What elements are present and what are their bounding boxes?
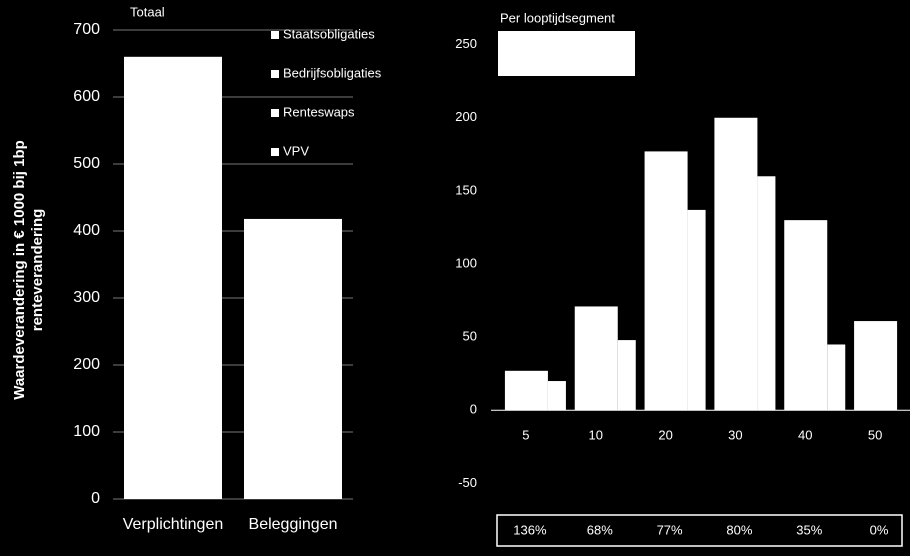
bar bbox=[617, 340, 636, 411]
y-tick-label: 0 bbox=[470, 402, 477, 417]
legend-swatch bbox=[271, 31, 279, 39]
bar bbox=[784, 220, 828, 411]
x-tick-label: Verplichtingen bbox=[123, 516, 224, 533]
bar bbox=[504, 370, 548, 411]
legend-label: Staatsobligaties bbox=[283, 26, 375, 41]
bar bbox=[547, 381, 566, 411]
y-tick-label: -50 bbox=[458, 475, 477, 490]
x-tick-label: Beleggingen bbox=[249, 516, 338, 533]
bar bbox=[854, 321, 898, 411]
y-tick-label: 500 bbox=[73, 155, 100, 172]
bar bbox=[827, 344, 846, 411]
y-axis-label: renteverandering bbox=[29, 209, 46, 332]
chart-title: Totaal bbox=[130, 4, 165, 19]
legend-label: VPV bbox=[283, 143, 309, 158]
y-tick-label: 200 bbox=[455, 109, 477, 124]
y-tick-label: 200 bbox=[73, 356, 100, 373]
y-axis-label: Waardeverandering in € 1000 bij 1bp bbox=[11, 140, 28, 400]
table-cell: 80% bbox=[726, 522, 752, 537]
y-tick-label: 250 bbox=[455, 36, 477, 51]
table-cell: 68% bbox=[587, 522, 613, 537]
bar bbox=[124, 56, 222, 500]
y-tick-label: 600 bbox=[73, 88, 100, 105]
chart-title: Per looptijdsegment bbox=[500, 10, 615, 25]
x-tick-label: 5 bbox=[522, 427, 529, 442]
bar bbox=[687, 209, 706, 411]
x-tick-label: 50 bbox=[868, 427, 882, 442]
table-cell: 0% bbox=[870, 522, 889, 537]
y-tick-label: 400 bbox=[73, 222, 100, 239]
y-tick-label: 150 bbox=[455, 182, 477, 197]
legend-box bbox=[498, 31, 635, 76]
bar bbox=[644, 151, 688, 411]
y-tick-label: 100 bbox=[455, 255, 477, 270]
bar bbox=[574, 306, 618, 411]
x-tick-label: 30 bbox=[728, 427, 742, 442]
bar bbox=[757, 176, 776, 411]
bar bbox=[714, 117, 758, 411]
y-tick-label: 50 bbox=[463, 329, 477, 344]
bar bbox=[244, 218, 342, 499]
legend-label: Bedrijfsobligaties bbox=[283, 65, 382, 80]
y-tick-label: 100 bbox=[73, 423, 100, 440]
x-tick-label: 10 bbox=[589, 427, 603, 442]
y-tick-label: 300 bbox=[73, 289, 100, 306]
table-cell: 136% bbox=[513, 522, 547, 537]
legend-label: Renteswaps bbox=[283, 104, 355, 119]
legend-swatch bbox=[271, 109, 279, 117]
table-box bbox=[496, 514, 903, 547]
table-cell: 77% bbox=[657, 522, 683, 537]
y-tick-label: 700 bbox=[73, 21, 100, 38]
x-tick-label: 40 bbox=[798, 427, 812, 442]
legend-swatch bbox=[271, 148, 279, 156]
table-cell: 35% bbox=[796, 522, 822, 537]
x-tick-label: 20 bbox=[658, 427, 672, 442]
y-tick-label: 0 bbox=[91, 490, 100, 507]
legend-swatch bbox=[271, 70, 279, 78]
